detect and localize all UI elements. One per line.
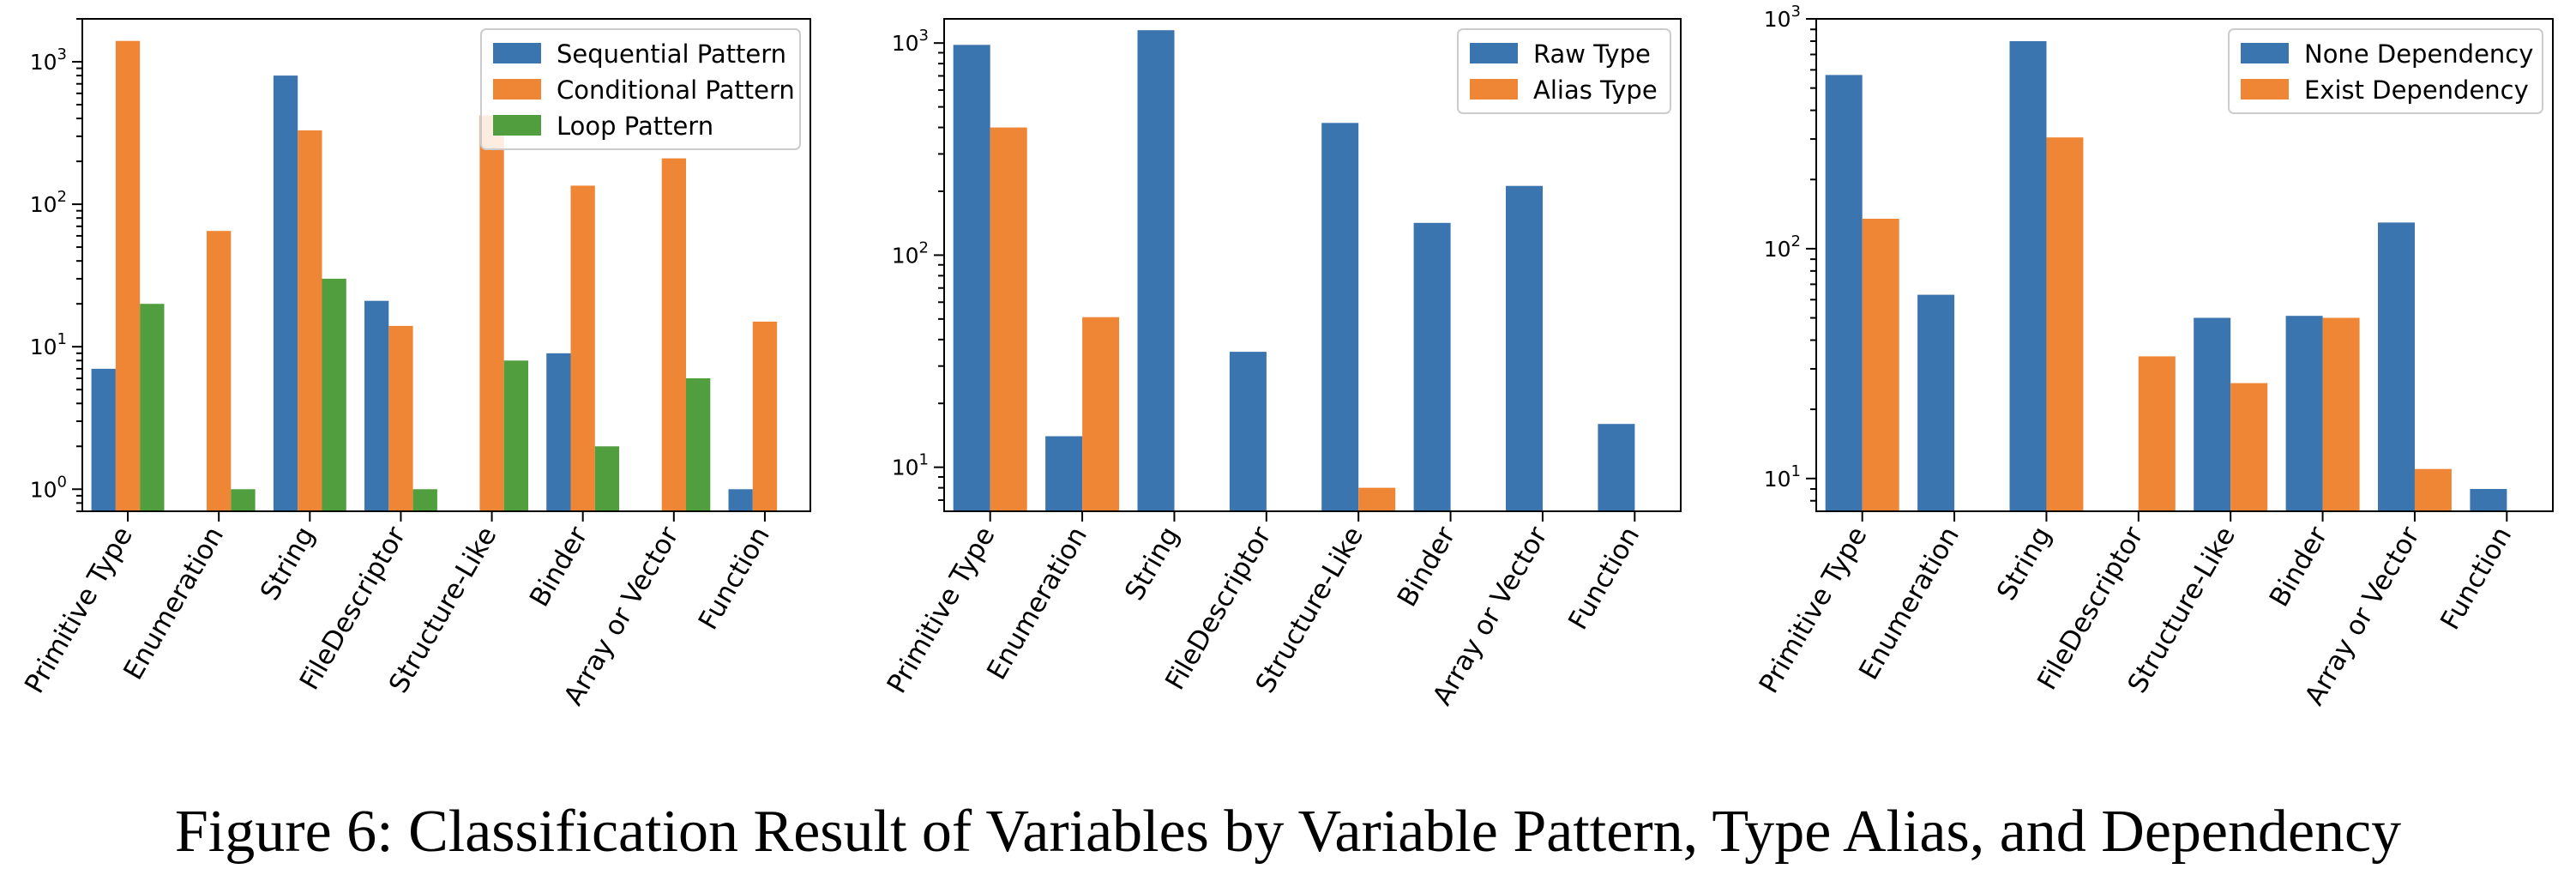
bar-function-1 [2470,489,2507,511]
bar-primitive-type-1 [91,368,116,511]
legend-box [480,28,801,150]
bar-binder-2 [570,185,595,511]
legend: Sequential Pattern Conditional Pattern Loo… [480,28,801,150]
bar-enumeration-2 [1082,317,1120,511]
bar-primitive-type-2 [115,40,141,511]
bar-structure-like-3 [503,360,528,511]
legend-swatch [1470,79,1518,100]
y-tick-label: 102 [30,188,67,217]
bar-primitive-type-1 [953,45,990,512]
bar-string-1 [273,75,298,511]
bar-enumeration-1 [1045,436,1083,511]
bar-primitive-type-1 [1825,75,1863,512]
bar-string-3 [322,278,346,511]
bar-primitive-type-3 [140,304,165,511]
bar-structure-like-1 [2194,317,2231,511]
x-tick-label: Binder [524,522,594,612]
bar-string-1 [2009,41,2047,511]
legend: None Dependency Exist Dependency [2228,28,2543,114]
bar-filedescriptor-3 [412,489,437,511]
x-tick-label: Function [1562,522,1646,635]
bar-filedescriptor-1 [364,300,389,511]
bar-enumeration-3 [231,489,256,511]
bar-string-2 [2046,137,2084,511]
bar-primitive-type-2 [990,127,1027,511]
bar-string-2 [298,130,322,511]
bar-binder-1 [2285,316,2323,511]
y-tick-label: 103 [892,27,929,56]
bar-structure-like-2 [1358,487,1396,511]
bar-array-or-vector-1 [1506,185,1543,511]
x-tick-label: Enumeration [981,522,1093,685]
bar-binder-3 [594,446,620,511]
legend-swatch [493,115,541,136]
legend-label: Exist Dependency [2304,75,2529,105]
x-tick-label: String [1119,522,1185,606]
bar-enumeration-2 [207,231,232,511]
bar-structure-like-2 [479,115,504,511]
legend-label: Conditional Pattern [557,75,795,105]
bar-filedescriptor-2 [2138,356,2176,511]
y-tick-label: 101 [892,451,929,480]
legend-label: Alias Type [1533,75,1658,105]
bar-structure-like-1 [1321,123,1359,512]
bar-enumeration-1 [1917,294,1955,511]
bar-function-1 [1598,424,1635,511]
legend-swatch [2241,43,2289,63]
bar-primitive-type-2 [1862,219,1899,511]
legend-label: Loop Pattern [557,112,713,141]
bar-binder-1 [1413,222,1451,511]
x-tick-label: Binder [1392,522,1462,612]
x-tick-label: Enumeration [1853,522,1965,685]
y-tick-label: 101 [30,330,67,359]
legend-label: None Dependency [2304,39,2533,69]
bar-binder-2 [2322,317,2360,511]
bar-array-or-vector-2 [661,158,686,511]
legend-swatch [493,43,541,63]
y-tick-label: 103 [30,45,67,75]
bar-filedescriptor-2 [388,325,413,511]
y-tick-label: 100 [30,473,67,502]
legend: Raw Type Alias Type [1457,28,1671,114]
x-tick-label: Function [693,522,776,635]
x-tick-label: String [255,522,321,606]
bar-function-2 [752,321,778,511]
bar-array-or-vector-1 [2378,222,2415,511]
y-tick-label: 101 [1764,462,1801,492]
x-tick-label: Primitive Type [882,522,1002,698]
bar-structure-like-2 [2230,383,2268,511]
x-tick-label: Enumeration [117,522,230,685]
plot-frame [81,18,811,512]
figure-caption: Figure 6: Classification Result of Varia… [174,799,2402,865]
plot-frame [1815,18,2554,512]
legend-label: Sequential Pattern [557,39,786,69]
bar-string-1 [1137,30,1175,511]
bar-function-1 [728,489,753,511]
y-tick-label: 102 [1764,232,1801,262]
legend-box [2228,28,2543,114]
legend-swatch [493,79,541,100]
bar-array-or-vector-2 [2414,468,2452,511]
x-tick-label: Function [2435,522,2518,635]
x-tick-label: Binder [2264,522,2334,612]
x-tick-label: Primitive Type [1754,522,1874,698]
legend-swatch [2241,79,2289,100]
bar-filedescriptor-1 [1229,352,1267,511]
y-tick-label: 103 [1764,3,1801,32]
bar-array-or-vector-3 [686,378,711,511]
x-tick-label: String [1991,522,2057,606]
legend-label: Raw Type [1533,39,1651,69]
legend-swatch [1470,43,1518,63]
y-tick-label: 102 [892,238,929,268]
bar-binder-1 [546,353,571,511]
